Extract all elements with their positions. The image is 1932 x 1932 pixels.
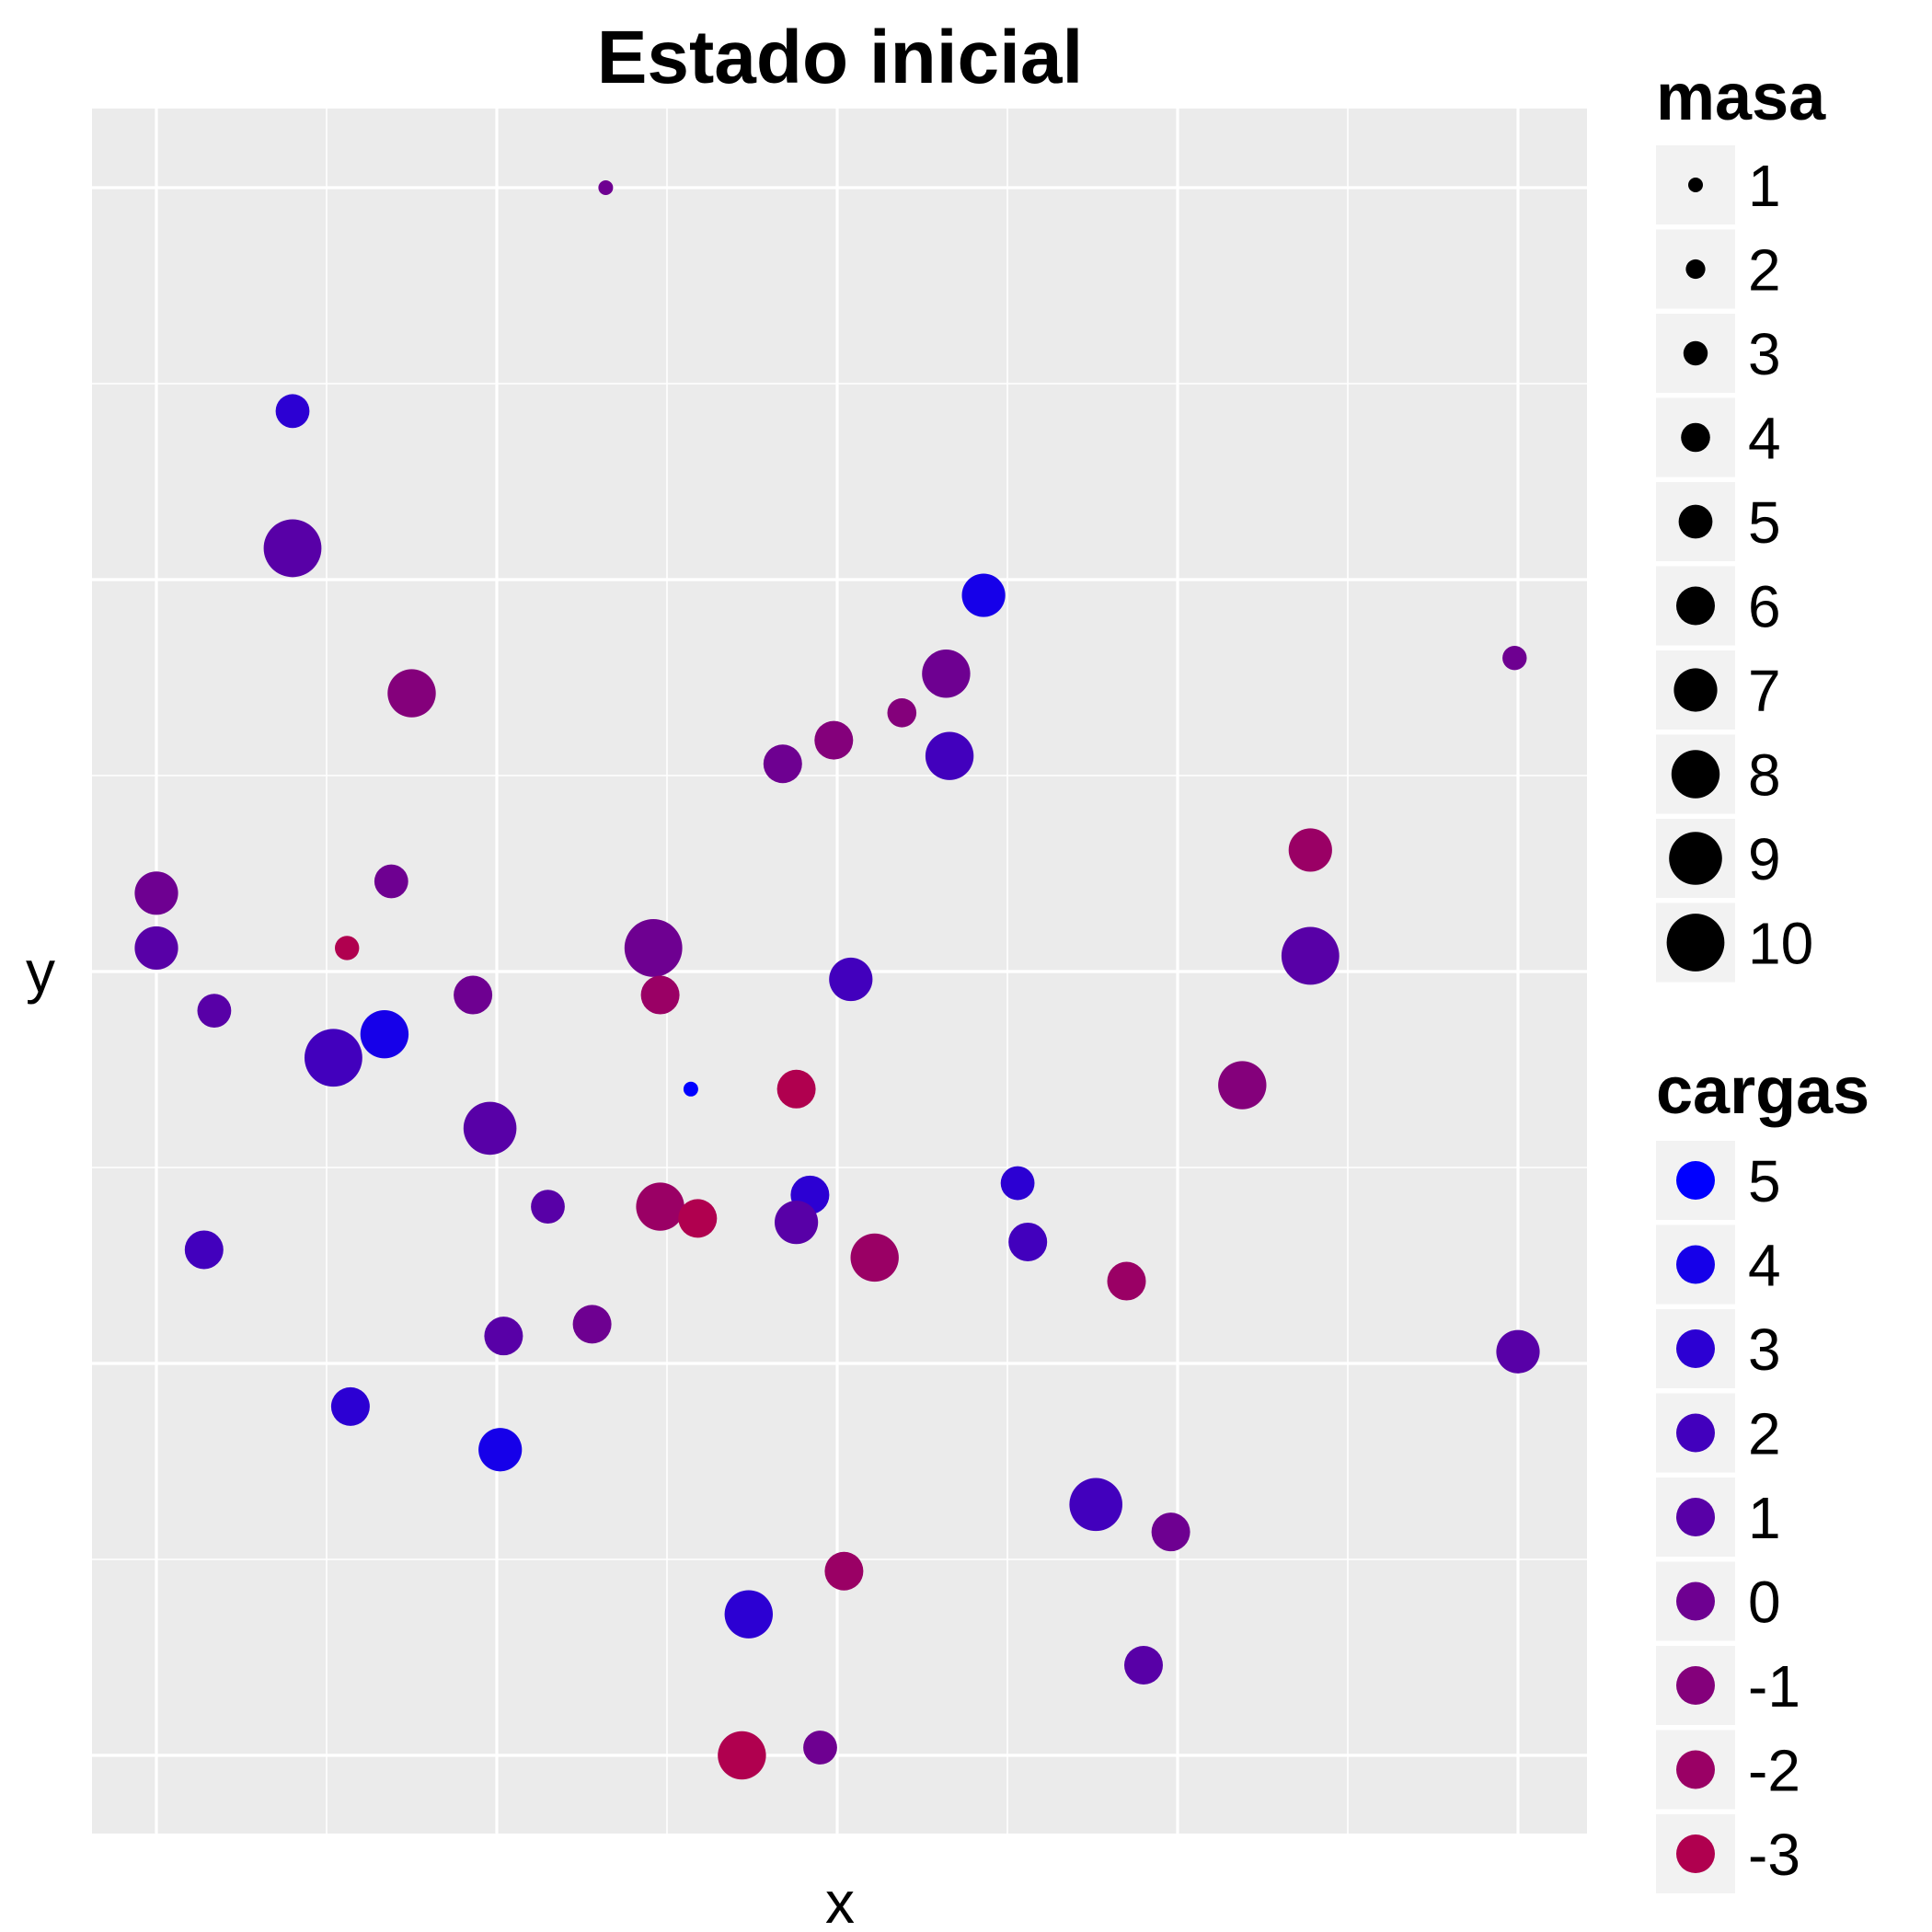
data-point <box>925 731 974 780</box>
data-point <box>683 1081 698 1097</box>
color-legend-label: 3 <box>1748 1317 1781 1383</box>
data-point <box>275 394 310 429</box>
color-legend-label: -1 <box>1748 1653 1800 1719</box>
size-legend-label: 10 <box>1748 911 1813 977</box>
size-legend-symbol <box>1671 750 1720 799</box>
data-point <box>387 669 436 718</box>
color-legend-symbol <box>1676 1329 1715 1368</box>
data-point <box>763 744 802 784</box>
data-point <box>184 1230 224 1270</box>
size-legend-label: 3 <box>1748 321 1781 387</box>
data-point <box>1151 1512 1190 1552</box>
data-point <box>829 957 873 1002</box>
size-legend-label: 9 <box>1748 826 1781 892</box>
data-point <box>724 1590 773 1639</box>
data-point <box>374 864 408 899</box>
data-point <box>1218 1061 1267 1110</box>
data-point <box>803 1731 837 1765</box>
data-point <box>1124 1646 1163 1685</box>
data-point <box>640 975 680 1015</box>
data-point <box>463 1101 517 1156</box>
color-legend-symbol <box>1676 1581 1715 1621</box>
data-point <box>1496 1329 1540 1374</box>
data-point <box>263 519 322 578</box>
y-axis-label: y <box>26 938 55 1005</box>
size-legend-symbol <box>1669 832 1722 885</box>
color-legend-symbol <box>1676 1161 1715 1200</box>
size-legend: masa 1 2 3 4 5 6 7 8 9 10 <box>1656 61 1826 983</box>
data-point <box>922 650 971 698</box>
size-legend-symbol <box>1678 504 1713 539</box>
size-legend-label: 2 <box>1748 237 1781 304</box>
data-point <box>484 1317 523 1356</box>
data-point <box>478 1428 523 1472</box>
size-legend-label: 6 <box>1748 574 1781 640</box>
data-point <box>1281 926 1340 985</box>
data-point <box>776 1069 816 1109</box>
data-point <box>305 1029 362 1087</box>
color-legend-symbol <box>1676 1498 1715 1536</box>
data-point <box>335 936 360 960</box>
color-legend-symbol <box>1676 1413 1715 1453</box>
data-points <box>134 180 1540 1780</box>
data-point <box>850 1233 899 1282</box>
data-point <box>1008 1222 1048 1261</box>
size-legend-label: 5 <box>1748 489 1781 556</box>
size-legend-label: 7 <box>1748 658 1781 724</box>
chart-title: Estado inicial <box>597 16 1084 99</box>
data-point <box>134 926 178 971</box>
color-legend-symbol <box>1676 1750 1715 1789</box>
data-point <box>636 1182 684 1231</box>
data-point <box>454 975 493 1015</box>
color-legend-label: 0 <box>1748 1570 1781 1636</box>
data-point <box>718 1731 766 1780</box>
data-point <box>814 720 854 760</box>
color-legend-title: cargas <box>1656 1054 1869 1128</box>
size-legend-label: 4 <box>1748 406 1781 472</box>
color-legend-label: -3 <box>1748 1822 1800 1888</box>
size-legend-symbol <box>1673 668 1718 712</box>
data-point <box>1069 1478 1122 1532</box>
size-legend-symbol <box>1676 586 1715 626</box>
size-legend-label: 1 <box>1748 153 1781 219</box>
color-legend-symbol <box>1676 1666 1715 1705</box>
data-point <box>1288 828 1332 872</box>
color-legend-label: 2 <box>1748 1401 1781 1467</box>
data-point <box>360 1009 409 1059</box>
color-legend-label: 4 <box>1748 1233 1781 1299</box>
size-legend-title: masa <box>1656 61 1826 134</box>
data-point <box>531 1190 565 1224</box>
data-point <box>598 180 614 195</box>
data-point <box>887 698 917 728</box>
data-point <box>961 573 1006 617</box>
data-point <box>1000 1166 1035 1201</box>
size-legend-symbol <box>1666 914 1725 972</box>
color-legend-label: -2 <box>1748 1738 1800 1804</box>
size-legend-symbol <box>1685 259 1706 280</box>
data-point <box>572 1305 612 1344</box>
data-point <box>1107 1261 1146 1301</box>
x-axis-label: x <box>825 1869 855 1932</box>
color-legend-symbol <box>1676 1245 1715 1284</box>
color-legend-symbol <box>1676 1834 1715 1873</box>
size-legend-label: 8 <box>1748 742 1781 809</box>
data-point <box>134 871 178 915</box>
data-point <box>330 1386 370 1426</box>
color-legend: cargas 5 4 3 2 1 0 -1 -2 -3 <box>1656 1054 1869 1893</box>
data-point <box>197 994 232 1028</box>
color-legend-label: 5 <box>1748 1148 1781 1214</box>
color-legend-label: 1 <box>1748 1485 1781 1551</box>
size-legend-symbol <box>1681 422 1710 453</box>
data-point <box>678 1199 718 1238</box>
size-legend-symbol <box>1688 178 1703 192</box>
data-point <box>1502 646 1527 671</box>
data-point <box>824 1551 864 1591</box>
size-legend-symbol <box>1683 340 1708 366</box>
data-point <box>624 919 683 977</box>
data-point <box>775 1201 819 1245</box>
